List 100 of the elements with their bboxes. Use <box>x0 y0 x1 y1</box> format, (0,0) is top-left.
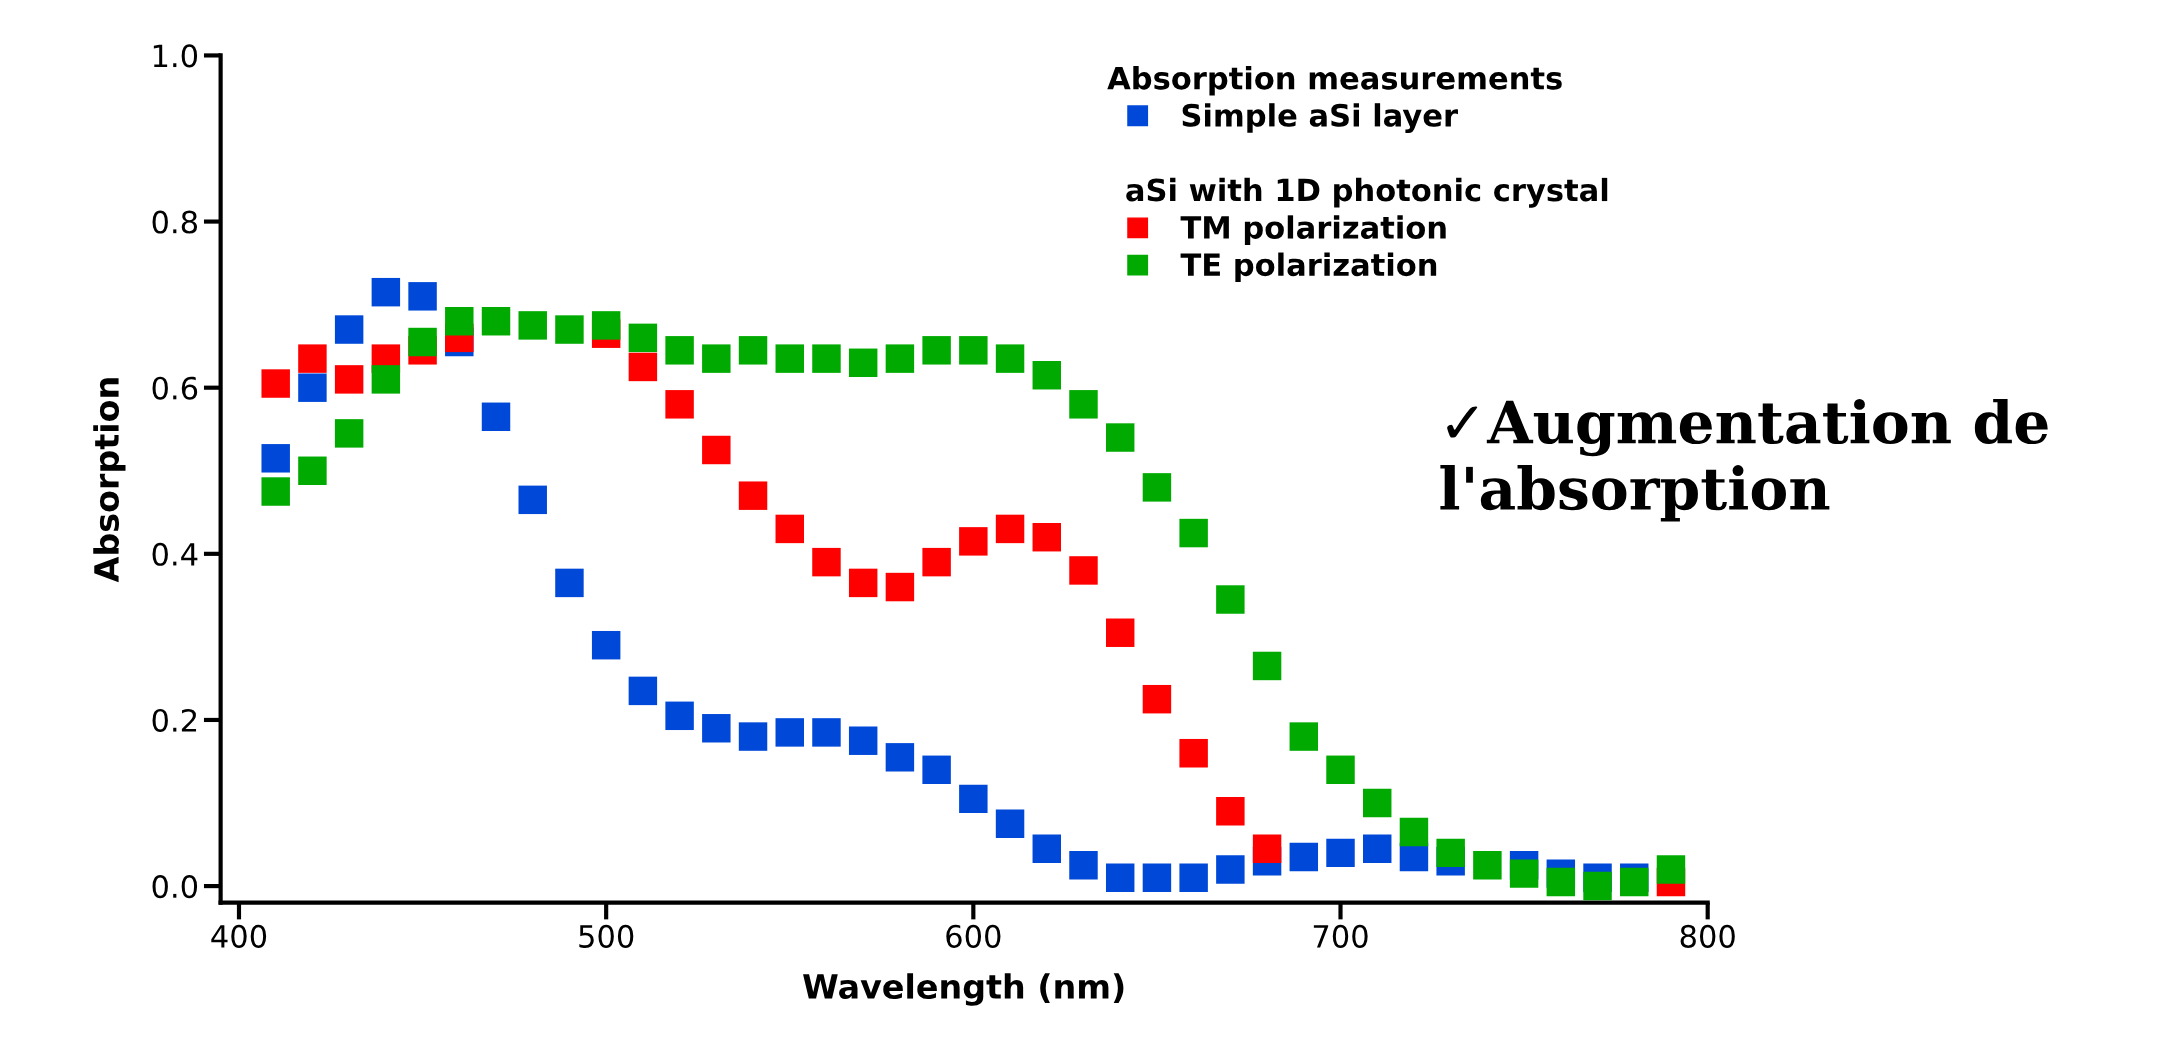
point <box>481 307 511 336</box>
point <box>261 477 290 506</box>
point <box>298 373 327 402</box>
point <box>1436 838 1465 868</box>
point <box>738 336 768 365</box>
point <box>371 277 401 307</box>
point <box>1032 361 1061 390</box>
point <box>1142 684 1172 714</box>
y-tick-label: 1.0 <box>153 44 198 68</box>
point <box>1289 842 1319 872</box>
legend-label: Simple aSi layer <box>1182 103 1458 134</box>
point <box>1583 871 1612 901</box>
point <box>628 323 658 353</box>
point <box>555 315 584 344</box>
point <box>1105 863 1135 893</box>
point <box>1326 755 1355 785</box>
y-tick-label: 0.2 <box>152 708 197 732</box>
point <box>1399 817 1429 847</box>
point <box>591 630 621 660</box>
point <box>1069 390 1098 419</box>
point <box>665 701 694 731</box>
point <box>1216 585 1245 614</box>
y-tick-label: 0.6 <box>152 376 198 400</box>
point <box>261 369 290 398</box>
point <box>848 568 878 598</box>
point <box>738 722 768 751</box>
point <box>885 743 915 772</box>
point <box>1069 556 1098 585</box>
point <box>812 547 841 577</box>
legend-title: Absorption measurements <box>1107 65 1562 96</box>
point <box>1105 423 1135 452</box>
point <box>408 282 437 311</box>
point <box>371 365 401 394</box>
point <box>445 307 474 336</box>
point <box>518 311 547 340</box>
x-tick-label: 800 <box>1680 924 1735 948</box>
point <box>298 344 327 373</box>
point <box>591 311 621 340</box>
legend-label: TE polarization <box>1180 252 1437 283</box>
point <box>555 568 584 598</box>
point <box>995 809 1025 839</box>
point <box>334 419 364 448</box>
x-tick-label: 700 <box>1313 924 1368 948</box>
y-tick-label: 0.8 <box>152 210 198 234</box>
point <box>995 344 1025 373</box>
point <box>959 784 988 814</box>
point <box>1216 797 1245 826</box>
point <box>261 444 290 473</box>
point <box>481 402 511 431</box>
point <box>334 315 364 344</box>
point <box>812 718 841 747</box>
point <box>848 726 878 755</box>
point <box>1252 651 1282 681</box>
point <box>665 336 694 365</box>
point <box>738 481 768 510</box>
point <box>1032 834 1061 863</box>
point <box>885 572 915 602</box>
point <box>1363 834 1392 863</box>
point <box>922 755 951 785</box>
point <box>1252 834 1282 863</box>
y-tick-label: 0.0 <box>152 875 198 899</box>
annotation: aSi with 1D photonic crystal <box>1126 177 1608 208</box>
point <box>775 514 804 544</box>
point <box>1656 855 1686 884</box>
point <box>1326 838 1355 868</box>
point <box>665 390 694 419</box>
point <box>1363 788 1392 818</box>
point <box>848 348 878 378</box>
x-tick-label: 600 <box>946 924 1001 948</box>
point <box>1509 859 1539 888</box>
point <box>1032 522 1061 552</box>
point <box>1289 722 1319 751</box>
point <box>775 344 804 373</box>
point <box>812 344 841 373</box>
point <box>922 547 951 577</box>
y-tick-label: 0.4 <box>152 542 198 566</box>
x-tick-label: 500 <box>579 924 634 948</box>
point <box>408 327 437 357</box>
point <box>628 676 658 706</box>
point <box>1105 618 1135 647</box>
point <box>1179 863 1208 893</box>
point <box>775 718 804 747</box>
point <box>334 365 364 394</box>
point <box>1179 518 1208 548</box>
legend-label: TM polarization <box>1180 215 1446 245</box>
x-axis-title: Wavelength (nm) <box>803 973 1124 1006</box>
point <box>959 527 988 556</box>
point <box>995 514 1025 544</box>
point <box>1069 851 1098 880</box>
point <box>1473 851 1502 880</box>
annotation: ✓Augmentation de l'absorption <box>1440 398 2048 522</box>
point <box>1142 473 1172 502</box>
point <box>702 714 731 743</box>
point <box>959 336 988 365</box>
point <box>518 485 547 515</box>
point <box>298 456 327 485</box>
point <box>922 336 951 365</box>
y-axis-title: Absorption <box>93 378 126 583</box>
point <box>1216 855 1245 884</box>
point <box>628 352 658 382</box>
